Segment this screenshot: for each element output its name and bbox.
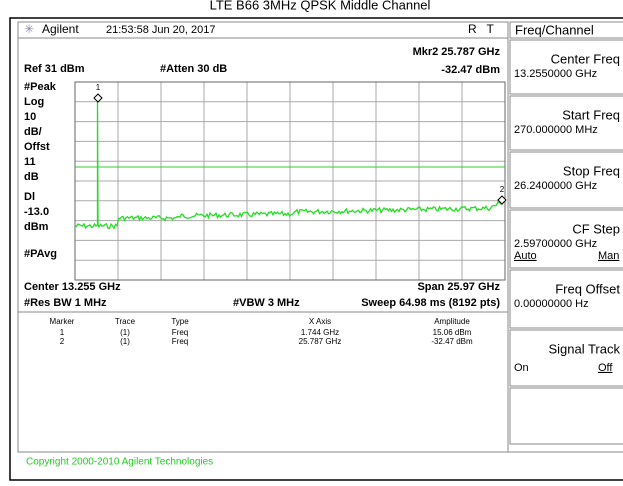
softkey-label: Stop Freq xyxy=(563,163,620,178)
table-header: Amplitude xyxy=(434,317,470,326)
datetime: 21:53:58 Jun 20, 2017 xyxy=(106,24,215,36)
left-label: Offst xyxy=(24,141,50,153)
softkey-opt: Man xyxy=(598,250,619,262)
ref-level: Ref 31 dBm xyxy=(24,63,85,75)
left-label: dB xyxy=(24,171,39,183)
logo: ✳ xyxy=(24,22,34,36)
table-cell: 1.744 GHz xyxy=(301,328,339,337)
left-label: #PAvg xyxy=(24,248,57,260)
softkey-value: 13.2550000 GHz xyxy=(514,68,597,80)
softkey-value: 2.59700000 GHz xyxy=(514,238,597,250)
table-header: Marker xyxy=(50,317,75,326)
left-label: #Peak xyxy=(24,81,57,93)
left-label: 11 xyxy=(24,156,36,168)
softkey[interactable] xyxy=(509,95,623,151)
sweep: Sweep 64.98 ms (8192 pts) xyxy=(361,297,500,309)
rbw: #Res BW 1 MHz xyxy=(24,297,107,309)
softkey-label: Freq Offset xyxy=(555,281,620,296)
table-header: Type xyxy=(171,317,189,326)
trace xyxy=(74,99,505,230)
copyright: Copyright 2000-2010 Agilent Technologies xyxy=(26,457,213,468)
softkey-label: Signal Track xyxy=(548,341,620,356)
left-label: dB/ xyxy=(24,126,42,138)
table-cell: -32.47 dBm xyxy=(431,337,473,346)
vbw: #VBW 3 MHz xyxy=(233,297,300,309)
marker-2-diamond xyxy=(497,195,507,205)
center: Center 13.255 GHz xyxy=(24,281,121,293)
softkey-label: Center Freq xyxy=(551,51,620,66)
softkey-opt: Auto xyxy=(514,250,537,262)
softkey[interactable] xyxy=(509,39,623,95)
frame xyxy=(9,17,623,481)
left-label: -13.0 xyxy=(24,206,49,218)
marker-freq: Mkr2 25.787 GHz xyxy=(413,46,501,58)
left-label: Dl xyxy=(24,191,35,203)
softkey[interactable] xyxy=(509,151,623,209)
span: Span 25.97 GHz xyxy=(417,281,500,293)
softkey-value: 0.00000000 Hz xyxy=(514,298,589,310)
table-header: Trace xyxy=(115,317,136,326)
table-header: X Axis xyxy=(309,317,331,326)
atten: #Atten 30 dB xyxy=(160,63,227,75)
brand: Agilent xyxy=(42,22,79,36)
left-label: Log xyxy=(24,96,44,108)
softkey[interactable] xyxy=(509,329,623,387)
softkey[interactable] xyxy=(509,269,623,329)
table-cell: (1) xyxy=(120,328,130,337)
left-label: 10 xyxy=(24,111,36,123)
table-cell: Freq xyxy=(172,337,188,346)
status: R T xyxy=(468,22,494,36)
softkey-label: CF Step xyxy=(572,221,620,236)
page-title: LTE B66 3MHz QPSK Middle Channel xyxy=(210,0,431,12)
menu-title-box xyxy=(509,21,623,39)
marker-1-id: 1 xyxy=(96,83,101,92)
grid-border xyxy=(74,81,506,281)
screen xyxy=(17,21,509,453)
softkey-label: Start Freq xyxy=(562,107,620,122)
table-cell: 15.06 dBm xyxy=(433,328,472,337)
table-cell: Freq xyxy=(172,328,188,337)
marker-2-id: 2 xyxy=(500,185,505,194)
graticule xyxy=(74,81,506,281)
table-cell: 25.787 GHz xyxy=(299,337,342,346)
marker-1-diamond xyxy=(93,93,103,103)
menu-title: Freq/Channel xyxy=(515,22,594,37)
softkey-opt: Off xyxy=(598,362,613,374)
table-cell: (1) xyxy=(120,337,130,346)
left-label: dBm xyxy=(24,221,49,233)
softkey xyxy=(509,387,623,445)
softkey-value: 270.000000 MHz xyxy=(514,124,598,136)
marker-amp: -32.47 dBm xyxy=(441,64,500,76)
table-cell: 2 xyxy=(60,337,65,346)
softkey-opt: On xyxy=(514,362,529,374)
softkey[interactable] xyxy=(509,209,623,269)
table-cell: 1 xyxy=(60,328,65,337)
softkey-value: 26.2400000 GHz xyxy=(514,180,597,192)
